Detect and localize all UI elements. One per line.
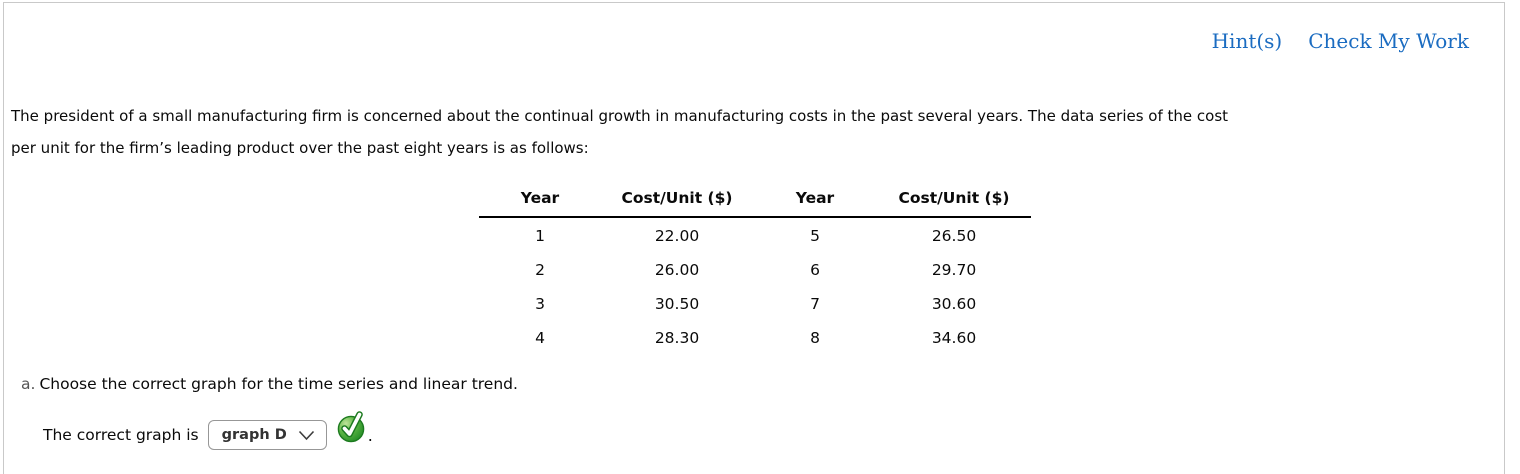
- cost-cell: 29.70: [931, 260, 977, 279]
- cost-cell: 22.00: [654, 227, 700, 245]
- part-a-label: a.: [21, 375, 36, 393]
- cost-cell: 26.00: [654, 260, 700, 279]
- hints-link[interactable]: Hint(s): [1211, 29, 1283, 53]
- table-row: 2 26.00 6 29.70: [479, 251, 1031, 285]
- check-my-work-link[interactable]: Check My Work: [1308, 29, 1469, 53]
- part-a-answer-line: The correct graph is graph D: [43, 411, 373, 452]
- problem-statement-line1: The president of a small manufacturing f…: [11, 107, 1229, 125]
- table-header-row: Year Cost/Unit ($) Year Cost/Unit ($): [479, 189, 1031, 218]
- cost-cell: 34.60: [931, 328, 977, 347]
- year-cell: 3: [535, 294, 545, 313]
- year-cell: 6: [810, 260, 820, 279]
- col-header-year-right: Year: [753, 189, 877, 218]
- year-cell: 8: [810, 328, 820, 347]
- col-header-cost-left: Cost/Unit ($): [601, 189, 753, 218]
- year-cell: 7: [810, 294, 820, 313]
- problem-statement: The president of a small manufacturing f…: [11, 100, 1228, 164]
- graph-choice-dropdown[interactable]: graph D: [207, 420, 327, 450]
- table-row: 4 28.30 8 34.60: [479, 319, 1031, 353]
- cost-cell: 26.50: [931, 227, 977, 245]
- year-cell: 2: [535, 260, 545, 279]
- year-cell: 4: [535, 328, 545, 347]
- correct-check-circle-icon: [336, 411, 366, 443]
- chevron-down-icon: [298, 430, 315, 441]
- problem-statement-line2: per unit for the firm’s leading product …: [11, 139, 589, 157]
- answer-prefix-text: The correct graph is: [43, 426, 199, 444]
- cost-per-unit-table: Year Cost/Unit ($) Year Cost/Unit ($) 1 …: [479, 189, 1031, 353]
- table-row: 1 22.00 5 26.50: [479, 217, 1031, 251]
- sentence-period: .: [367, 425, 373, 445]
- graph-choice-selected-value: graph D: [221, 427, 287, 443]
- table-row: 3 30.50 7 30.60: [479, 285, 1031, 319]
- year-cell: 1: [535, 227, 545, 245]
- year-cell: 5: [810, 227, 820, 245]
- cost-cell: 28.30: [654, 328, 700, 347]
- col-header-year-left: Year: [479, 189, 601, 218]
- part-a-text: Choose the correct graph for the time se…: [39, 375, 518, 393]
- question-panel: Hint(s) Check My Work The president of a…: [3, 2, 1505, 474]
- col-header-cost-right: Cost/Unit ($): [877, 189, 1031, 218]
- cost-cell: 30.50: [654, 294, 700, 313]
- part-a-question: a. Choose the correct graph for the time …: [21, 374, 518, 394]
- toolbar: Hint(s) Check My Work: [1212, 29, 1469, 53]
- cost-cell: 30.60: [931, 294, 977, 313]
